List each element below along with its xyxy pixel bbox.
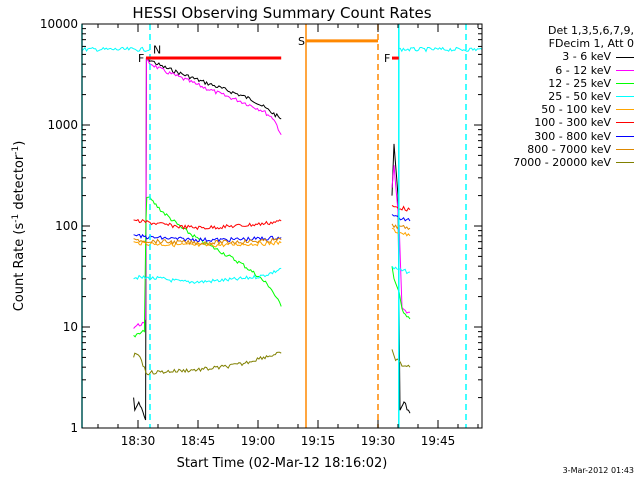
series-25-50-kev xyxy=(81,46,483,285)
y-tick-label: 100 xyxy=(55,219,78,233)
legend-entry: 800 - 7000 keV xyxy=(482,143,634,156)
legend-label: 50 - 100 keV xyxy=(541,103,611,117)
series-segment xyxy=(391,349,411,368)
series-segment xyxy=(133,218,282,231)
series-segment xyxy=(391,223,411,230)
series-segment xyxy=(133,196,282,338)
series-segment xyxy=(391,227,411,237)
legend-entry: 3 - 6 keV xyxy=(482,50,634,63)
legend-label: 6 - 12 keV xyxy=(555,63,611,77)
series-100-300-kev xyxy=(133,204,411,231)
series-segment xyxy=(391,214,411,222)
legend-label: 7000 - 20000 keV xyxy=(513,155,611,169)
series-segment xyxy=(391,266,411,320)
legend-label: 800 - 7000 keV xyxy=(527,142,611,156)
legend-entry: 50 - 100 keV xyxy=(482,103,634,116)
series-segment xyxy=(133,233,282,243)
series-800-7000-kev xyxy=(133,223,411,246)
series-50-100-kev xyxy=(133,227,411,248)
legend-label: 12 - 25 keV xyxy=(548,76,611,90)
legend-title-line-2: FDecim 1, Att 0 xyxy=(548,37,634,51)
y-tick-label: 1000 xyxy=(47,118,78,132)
flag-label: F xyxy=(384,52,390,65)
legend-swatch xyxy=(616,162,634,163)
legend-swatch xyxy=(616,69,634,71)
legend-swatch xyxy=(616,56,634,58)
x-tick-label: 19:45 xyxy=(421,434,456,448)
flag-label: N xyxy=(153,43,161,56)
legend-entry: 25 - 50 keV xyxy=(482,90,634,103)
series-300-800-kev xyxy=(133,214,411,243)
series-segment xyxy=(133,237,282,246)
series-3-6-kev xyxy=(133,56,411,421)
y-tick-label: 10000 xyxy=(40,17,78,31)
legend-entry: 100 - 300 keV xyxy=(482,116,634,129)
legend-entry: 7000 - 20000 keV xyxy=(482,156,634,169)
series-segment xyxy=(391,143,411,414)
series-segment xyxy=(81,46,151,53)
legend-label: 25 - 50 keV xyxy=(548,89,611,103)
series-12-25-kev xyxy=(133,196,411,338)
legend-swatch xyxy=(616,96,634,98)
y-tick-label: 10 xyxy=(63,320,78,334)
series-segment xyxy=(391,165,411,314)
x-tick-label: 19:30 xyxy=(361,434,396,448)
legend-swatch xyxy=(616,135,634,137)
vertical-markers xyxy=(81,24,467,428)
legend-entries: 3 - 6 keV 6 - 12 keV 12 - 25 keV 25 - 50 ke… xyxy=(482,50,634,169)
legend-label: 3 - 6 keV xyxy=(562,50,611,64)
legend-swatch xyxy=(616,109,634,111)
x-axis-ticks: 18:30 18:45 19:00 19:15 19:30 19:45 xyxy=(97,24,479,448)
chart-legend: Det 1,3,5,6,7,9, FDecim 1, Att 0 3 - 6 k… xyxy=(482,24,634,169)
series-curves xyxy=(81,46,483,421)
flag-label: F xyxy=(138,52,144,65)
legend-entry: 300 - 800 keV xyxy=(482,130,634,143)
legend-label: 300 - 800 keV xyxy=(534,129,611,143)
legend-swatch xyxy=(616,82,634,84)
series-segment xyxy=(391,265,411,275)
legend-swatch xyxy=(616,122,634,124)
series-6-12-kev xyxy=(133,58,411,329)
series-segment xyxy=(133,240,282,248)
y-tick-label: 1 xyxy=(70,421,78,435)
series-segment xyxy=(133,267,282,285)
x-axis-label: Start Time (02-Mar-12 18:16:02) xyxy=(177,456,388,471)
y-axis-ticks: 1 10 100 1000 10000 xyxy=(40,17,482,435)
x-tick-label: 18:30 xyxy=(121,434,156,448)
flag-bars: F FNS xyxy=(138,35,399,65)
x-tick-label: 19:00 xyxy=(241,434,276,448)
series-segment xyxy=(133,56,282,421)
series-segment xyxy=(391,204,411,212)
series-segment xyxy=(133,351,282,376)
legend-title-line-1: Det 1,3,5,6,7,9, xyxy=(547,24,634,37)
legend-entry: 12 - 25 keV xyxy=(482,77,634,90)
legend-label: 100 - 300 keV xyxy=(534,116,611,130)
legend-swatch xyxy=(616,148,634,150)
x-tick-label: 19:15 xyxy=(301,434,336,448)
chart-title: HESSI Observing Summary Count Rates xyxy=(132,4,431,22)
series-segment xyxy=(398,46,483,53)
y-axis-label: Count Rate (s-1 detector-1) xyxy=(11,141,27,312)
flag-label: S xyxy=(298,35,305,48)
legend-entry: 6 - 12 keV xyxy=(482,64,634,77)
x-tick-label: 18:45 xyxy=(181,434,216,448)
series-7000-20000-kev xyxy=(133,349,411,376)
plot-frame xyxy=(81,23,483,429)
footer-timestamp: 3-Mar-2012 01:43 xyxy=(562,466,634,475)
series-segment xyxy=(133,58,282,329)
